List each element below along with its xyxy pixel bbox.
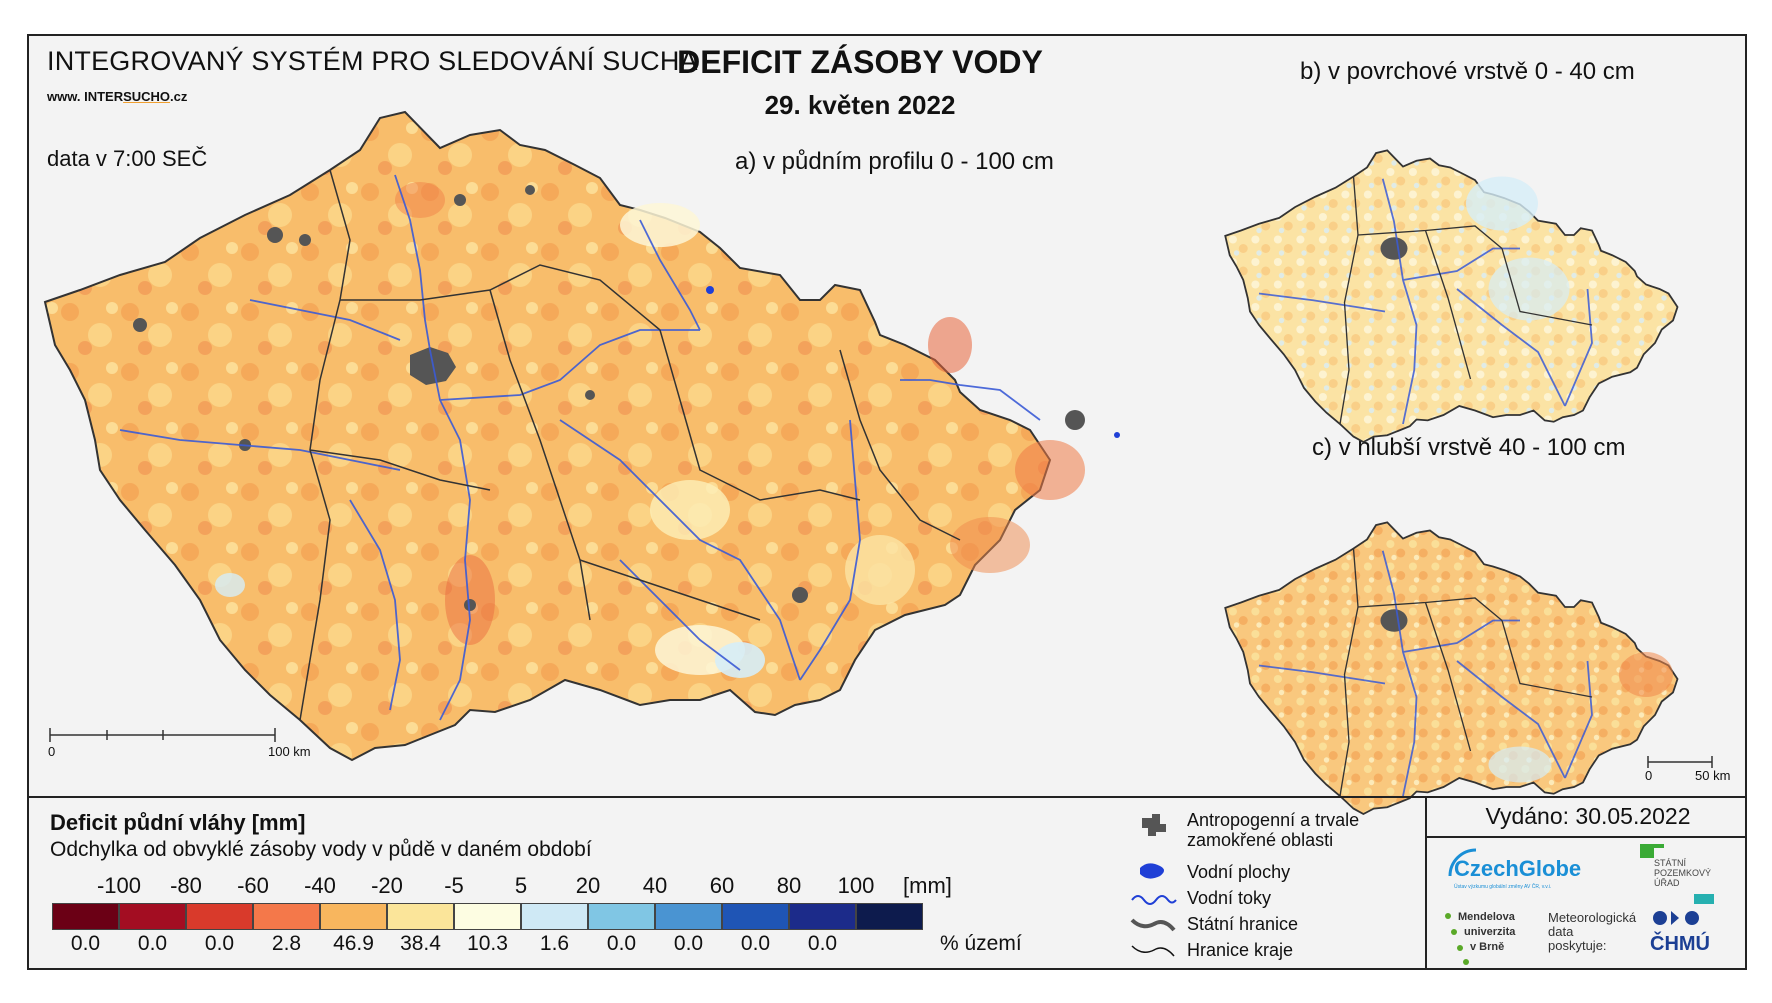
met-text-3: poskytuje: bbox=[1548, 938, 1607, 953]
scale-c-start: 0 bbox=[1645, 768, 1653, 783]
spu-text-1: STÁTNÍ bbox=[1654, 858, 1687, 868]
legend-threshold: 20 bbox=[575, 873, 601, 898]
spu-accent-icon bbox=[1694, 894, 1714, 904]
map-a-title: a) v půdním profilu 0 - 100 cm bbox=[735, 148, 1054, 175]
legend-percentage: 0.0 bbox=[807, 932, 838, 955]
legend-percentage: 0.0 bbox=[204, 932, 235, 955]
legend-swatch bbox=[521, 903, 588, 930]
legend-percentage: 38.4 bbox=[400, 932, 441, 955]
legend-swatch bbox=[588, 903, 655, 930]
legend-swatch bbox=[387, 903, 454, 930]
legend-threshold: 80 bbox=[776, 873, 802, 898]
legend-divider bbox=[27, 796, 1747, 798]
region-border-icon bbox=[1131, 945, 1175, 957]
legend-percentage: 0.0 bbox=[137, 932, 168, 955]
legend-percentage: 46.9 bbox=[333, 932, 374, 955]
legend-swatch bbox=[253, 903, 320, 930]
issued-underline bbox=[1425, 836, 1747, 838]
legend-rivers: Vodní toky bbox=[1187, 888, 1272, 908]
czechglobe-logo: CzechGlobe bbox=[1454, 856, 1581, 881]
legend-threshold: 40 bbox=[642, 873, 668, 898]
scale-a-start: 0 bbox=[48, 744, 56, 759]
website-link[interactable]: www. INTERSUCHO.cz bbox=[47, 89, 188, 104]
legend-unit: [mm] bbox=[903, 873, 952, 898]
legend-swatch bbox=[52, 903, 119, 930]
spu-text-3: ÚŘAD bbox=[1654, 878, 1680, 888]
czechglobe-logo-icon bbox=[1448, 848, 1477, 877]
legend-threshold: -100 bbox=[96, 873, 142, 898]
legend-threshold: 100 bbox=[837, 873, 875, 898]
legend-swatch bbox=[454, 903, 521, 930]
legend-swatch bbox=[789, 903, 856, 930]
legend-threshold: 5 bbox=[514, 873, 528, 898]
urban-area-icon bbox=[1142, 814, 1166, 836]
legend-threshold: -80 bbox=[170, 873, 202, 898]
scale-a-end: 100 km bbox=[268, 744, 311, 759]
legend-swatch bbox=[856, 903, 923, 930]
map-c bbox=[1224, 521, 1679, 816]
data-time: data v 7:00 SEČ bbox=[47, 146, 208, 171]
map-b bbox=[1224, 149, 1679, 444]
legend-title: Deficit půdní vláhy [mm] bbox=[50, 810, 306, 835]
percent-unit: % území bbox=[940, 932, 1022, 955]
mendel-text-3: v Brně bbox=[1470, 941, 1504, 953]
water-body-icon bbox=[1140, 863, 1164, 879]
legend-state-border: Státní hranice bbox=[1187, 914, 1299, 934]
czechglobe-sub: Ústav výzkumu globální změny AV ČR, v.v.… bbox=[1454, 883, 1551, 890]
chmu-logo-icon bbox=[1653, 911, 1667, 925]
spu-logo-icon bbox=[1640, 844, 1654, 858]
issued-date: Vydáno: 30.05.2022 bbox=[1485, 803, 1691, 829]
legend-threshold: -40 bbox=[304, 873, 336, 898]
legend-swatch bbox=[119, 903, 186, 930]
legend-threshold: 60 bbox=[709, 873, 735, 898]
legend-percentage: 1.6 bbox=[539, 932, 570, 955]
system-title: INTEGROVANÝ SYSTÉM PRO SLEDOVÁNÍ SUCHA bbox=[47, 46, 698, 76]
legend-percentage: 2.8 bbox=[271, 932, 302, 955]
mendel-text-1: Mendelova bbox=[1458, 911, 1516, 923]
legend-percentage: 0.0 bbox=[70, 932, 101, 955]
main-title: DEFICIT ZÁSOBY VODY bbox=[677, 44, 1043, 80]
legend-threshold: -5 bbox=[444, 873, 464, 898]
issued-divider bbox=[1425, 796, 1427, 970]
scale-c-end: 50 km bbox=[1695, 768, 1731, 783]
state-border-icon bbox=[1130, 918, 1176, 932]
legend-threshold: -60 bbox=[237, 873, 269, 898]
mendel-text-2: univerzita bbox=[1464, 926, 1516, 938]
legend-percentage: 0.0 bbox=[673, 932, 704, 955]
legend-percentage: 0.0 bbox=[740, 932, 771, 955]
met-text-2: data bbox=[1548, 924, 1574, 939]
mendel-logo-icon bbox=[1445, 913, 1451, 919]
legend-percentage: 10.3 bbox=[467, 932, 508, 955]
chmu-logo: ČHMÚ bbox=[1650, 931, 1710, 955]
legend-swatch bbox=[655, 903, 722, 930]
legend-swatch bbox=[186, 903, 253, 930]
map-b-title: b) v povrchové vrstvě 0 - 40 cm bbox=[1300, 58, 1635, 85]
map-a bbox=[43, 110, 1120, 762]
legend-region-border: Hranice kraje bbox=[1187, 940, 1294, 960]
legend-urban: Antropogenní a trvale zamokřené oblasti bbox=[1187, 810, 1360, 850]
map-date: 29. květen 2022 bbox=[764, 90, 956, 120]
spu-text-2: POZEMKOVÝ bbox=[1654, 868, 1711, 878]
legend-threshold: -20 bbox=[371, 873, 403, 898]
logos-panel: CzechGlobe Ústav výzkumu globální změny … bbox=[1445, 844, 1714, 965]
river-icon bbox=[1131, 895, 1177, 905]
legend-swatch bbox=[320, 903, 387, 930]
legend-water-bodies: Vodní plochy bbox=[1187, 862, 1291, 882]
legend-swatch bbox=[722, 903, 789, 930]
met-text-1: Meteorologická bbox=[1548, 910, 1637, 925]
legend-subtitle: Odchylka od obvyklé zásoby vody v půdě v… bbox=[50, 838, 592, 861]
legend-percentage: 0.0 bbox=[606, 932, 637, 955]
